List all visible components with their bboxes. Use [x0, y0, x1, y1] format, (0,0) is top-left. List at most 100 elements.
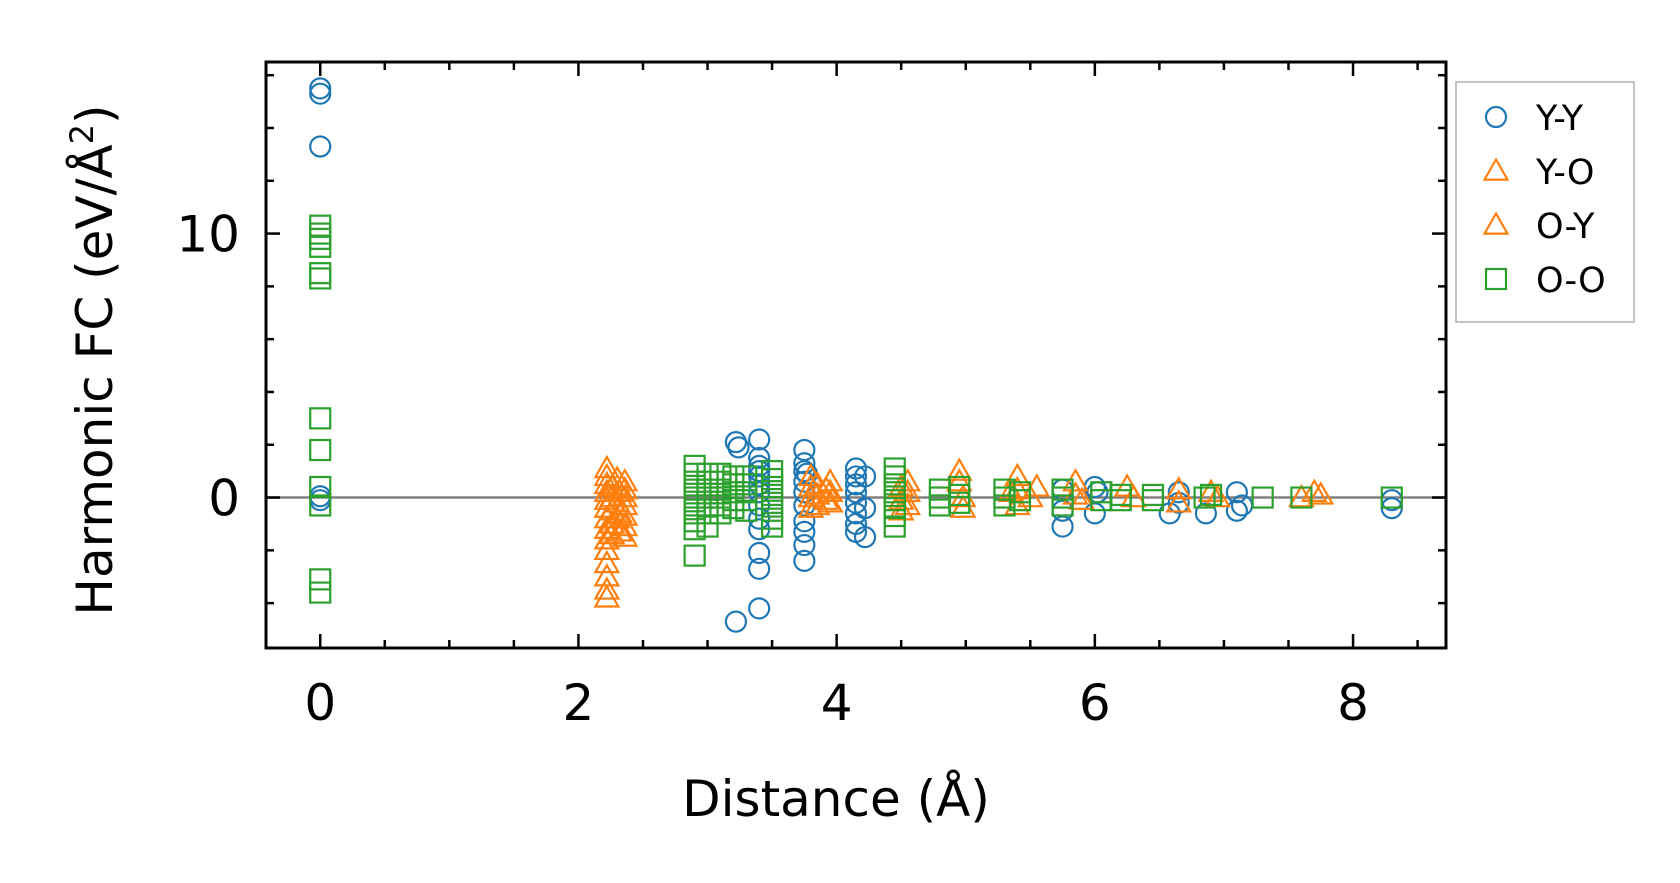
data-point — [603, 465, 631, 489]
legend: Y-Y Y-O O-Y O-O — [1455, 81, 1635, 323]
data-point — [683, 454, 706, 477]
data-point — [683, 510, 706, 533]
data-point — [948, 491, 971, 514]
data-point — [309, 267, 332, 290]
x-tick-label: 0 — [304, 674, 336, 732]
data-point — [598, 483, 626, 508]
legend-items: Y-Y Y-O O-Y O-O — [1482, 99, 1606, 301]
legend-marker — [1484, 105, 1508, 129]
data-point — [727, 436, 750, 459]
x-axis-label: Distance (Å) — [682, 770, 990, 828]
data-point — [309, 581, 332, 604]
data-point — [735, 499, 758, 522]
data-point — [760, 483, 784, 507]
legend-entry-o-y: O-Y — [1482, 207, 1595, 247]
data-point — [945, 467, 973, 492]
data-point — [309, 407, 332, 430]
data-point — [748, 541, 771, 565]
data-point — [1194, 502, 1217, 525]
legend-label: Y-Y — [1535, 99, 1584, 139]
data-point — [853, 526, 877, 549]
data-point — [309, 82, 332, 105]
data-point — [993, 494, 1016, 517]
data-point — [309, 475, 332, 499]
data-point — [309, 77, 332, 100]
data-point — [853, 465, 877, 488]
data-point — [593, 454, 621, 479]
data-point — [793, 533, 816, 557]
y-axis-label-main: Harmonic FC (eV/Å — [66, 144, 124, 615]
legend-marker — [1484, 267, 1508, 291]
data-point — [683, 462, 706, 485]
data-point — [1083, 502, 1106, 525]
y-tick-label: 0 — [208, 470, 240, 528]
data-point — [853, 496, 877, 520]
data-point — [793, 438, 816, 462]
data-point — [1197, 478, 1225, 502]
data-point — [1141, 483, 1165, 507]
data-point — [1008, 489, 1032, 512]
data-point — [883, 515, 906, 538]
data-point — [793, 452, 816, 475]
data-point — [1141, 489, 1165, 512]
data-point — [1225, 481, 1248, 504]
data-point — [309, 235, 332, 258]
data-point — [1225, 499, 1248, 522]
data-point — [309, 227, 332, 250]
data-point — [894, 491, 922, 516]
plot-area — [264, 60, 1448, 650]
data-point — [309, 135, 332, 158]
data-point — [1120, 483, 1147, 508]
data-point — [1068, 486, 1096, 510]
data-point — [1307, 481, 1335, 505]
y-axis-label-close: ) — [66, 104, 124, 124]
data-point — [1051, 515, 1074, 538]
data-point — [696, 515, 719, 538]
data-point — [748, 460, 771, 483]
data-point — [793, 520, 816, 543]
y-axis-label-superscript: 2 — [63, 124, 101, 144]
data-point — [803, 491, 831, 516]
data-point — [1003, 462, 1031, 487]
data-point — [894, 467, 922, 492]
data-point — [793, 549, 816, 572]
plot-frame — [264, 60, 1448, 650]
data-point — [309, 214, 332, 237]
data-point — [724, 610, 748, 633]
x-tick-label: 4 — [821, 674, 853, 732]
data-point — [748, 557, 771, 580]
x-tick-label: 6 — [1079, 674, 1111, 732]
data-point — [1165, 489, 1193, 513]
data-point — [709, 502, 732, 525]
data-point — [1199, 483, 1223, 507]
data-point — [1204, 483, 1231, 508]
data-point — [309, 438, 332, 462]
legend-label: O-O — [1536, 261, 1606, 301]
data-point — [1165, 475, 1193, 500]
data-point — [760, 515, 784, 538]
data-point — [748, 507, 771, 530]
legend-label: O-Y — [1536, 207, 1595, 247]
data-point — [748, 597, 771, 620]
data-point — [1051, 494, 1074, 517]
data-point — [593, 549, 621, 574]
data-point — [748, 446, 771, 470]
data-point — [945, 457, 973, 481]
legend-entry-y-o: Y-O — [1482, 153, 1594, 193]
data-point — [309, 568, 332, 591]
legend-entry-y-y: Y-Y — [1484, 99, 1584, 139]
data-point — [309, 262, 332, 285]
legend-label: Y-O — [1535, 153, 1594, 193]
legend-entry-o-o: O-O — [1484, 261, 1606, 301]
data-point — [606, 518, 634, 542]
data-point — [696, 462, 719, 485]
data-point — [683, 470, 706, 493]
data-point — [593, 536, 621, 561]
data-point — [1193, 486, 1216, 509]
data-point — [683, 518, 706, 541]
data-point — [309, 222, 332, 245]
y-axis-label: Harmonic FC (eV/Å2) — [63, 104, 124, 615]
data-point — [812, 486, 840, 510]
x-tick-label: 2 — [563, 674, 595, 732]
